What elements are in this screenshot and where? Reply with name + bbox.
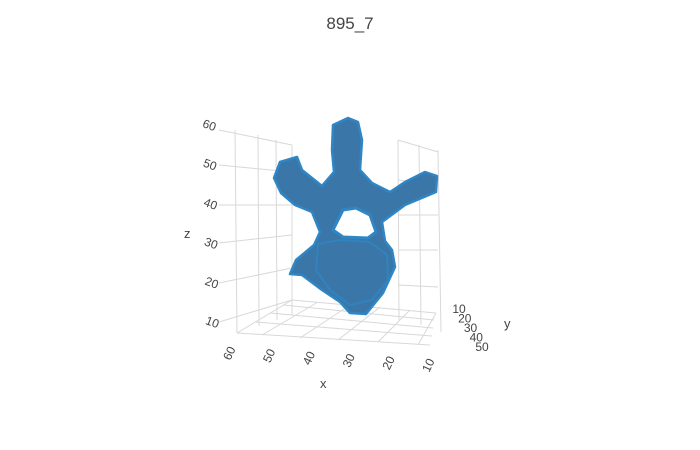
z-tick-label: 60 xyxy=(201,116,219,134)
x-tick-label: 50 xyxy=(260,346,278,364)
y-tick-label: 20 xyxy=(458,312,472,326)
y-axis-title: y xyxy=(504,316,511,331)
x-axis-ticks: 60 50 40 30 20 10 xyxy=(220,344,437,374)
chart-title: 895_7 xyxy=(326,14,374,33)
x-axis-title: x xyxy=(320,376,327,391)
x-tick-label: 60 xyxy=(220,344,238,362)
mesh-surface[interactable] xyxy=(272,116,439,316)
y-tick-label: 40 xyxy=(470,331,484,345)
z-tick-label: 20 xyxy=(203,274,221,292)
vertebral-foramen xyxy=(331,206,378,240)
z-axis-ticks: 60 50 40 30 20 10 xyxy=(201,116,222,331)
z-axis-title: z xyxy=(184,226,191,241)
x-tick-label: 40 xyxy=(300,349,318,367)
z-tick-label: 10 xyxy=(204,313,222,331)
x-tick-label: 30 xyxy=(340,351,358,369)
y-tick-label: 50 xyxy=(475,340,489,354)
z-tick-label: 30 xyxy=(202,235,220,253)
z-tick-label: 40 xyxy=(202,195,220,213)
x-tick-label: 20 xyxy=(379,354,397,372)
x-tick-label: 10 xyxy=(419,356,437,374)
axis-grid xyxy=(218,129,442,346)
y-tick-label: 30 xyxy=(464,321,478,335)
z-tick-label: 50 xyxy=(201,156,219,174)
vertebral-body-outline xyxy=(314,238,390,307)
y-tick-label: 10 xyxy=(452,302,466,316)
